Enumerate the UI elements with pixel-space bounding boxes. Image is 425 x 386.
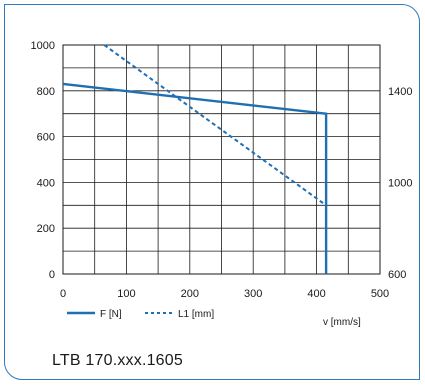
grid xyxy=(63,45,380,274)
x-tick-label: 500 xyxy=(371,288,389,300)
y-left-tick-label: 400 xyxy=(37,177,55,189)
y-right-tick-label: 1400 xyxy=(388,86,412,98)
y-right-tick-label: 600 xyxy=(388,269,406,281)
legend-label: L1 [mm] xyxy=(178,309,214,320)
legend-label: F [N] xyxy=(100,309,122,320)
x-axis-label: v [mm/s] xyxy=(323,317,361,328)
x-tick-label: 100 xyxy=(117,288,135,300)
y-left-tick-label: 800 xyxy=(37,86,55,98)
y-left-tick-label: 200 xyxy=(37,223,55,235)
x-tick-label: 200 xyxy=(181,288,199,300)
y-left-tick-label: 600 xyxy=(37,132,55,144)
y-left-tick-label: 0 xyxy=(49,269,55,281)
series-line-f xyxy=(62,82,328,274)
x-tick-label: 0 xyxy=(60,288,66,300)
tick-labels: 0 100 200 300 400 500 0 200 400 600 800 1000 600 1000… xyxy=(31,40,413,300)
product-caption: LTB 170.xxx.1605 xyxy=(52,352,183,369)
plot-frame xyxy=(62,44,381,275)
y-left-tick-label: 1000 xyxy=(31,40,55,52)
x-tick-label: 400 xyxy=(307,288,325,300)
legend: F [N] L1 [mm] xyxy=(67,309,214,320)
series xyxy=(62,44,328,274)
series-line-l1 xyxy=(103,44,327,207)
x-tick-label: 300 xyxy=(244,288,262,300)
chart-card xyxy=(4,4,420,380)
y-right-tick-label: 1000 xyxy=(388,177,412,189)
